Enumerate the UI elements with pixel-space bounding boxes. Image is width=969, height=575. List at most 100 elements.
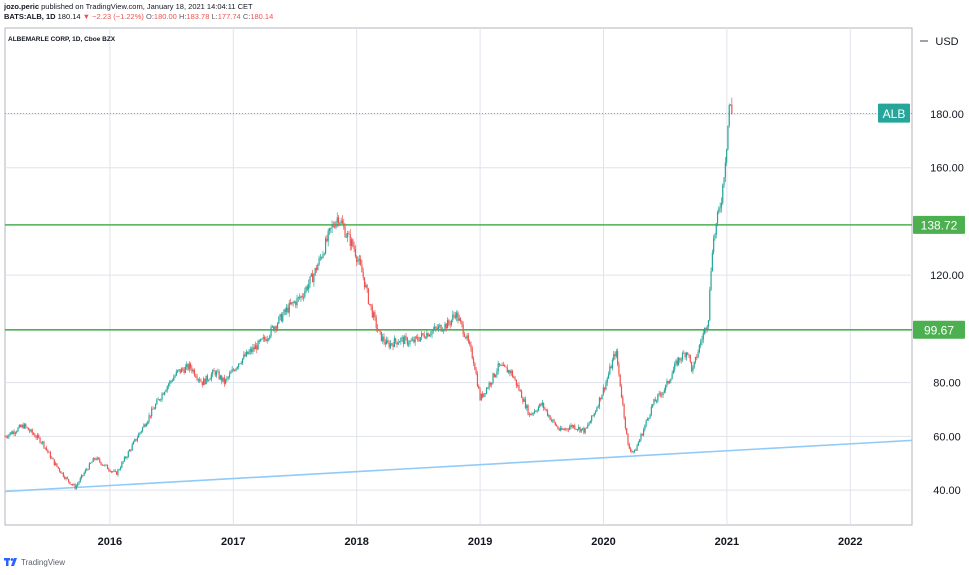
- candle-body: [527, 405, 529, 415]
- candle-body: [684, 353, 686, 358]
- candle-body: [427, 333, 429, 337]
- candle-body: [581, 428, 584, 429]
- candle-body: [178, 369, 180, 371]
- trendline[interactable]: [4, 439, 913, 493]
- time-axis[interactable]: 2016 2017 2018 2019 2020 2021 2022: [98, 536, 863, 548]
- low-label: L:: [211, 12, 218, 21]
- candle-body: [193, 369, 196, 376]
- candle-body: [397, 342, 399, 345]
- candle-body: [348, 233, 350, 235]
- candle-body: [591, 415, 593, 422]
- candle-body: [331, 224, 333, 228]
- candle-body: [80, 475, 83, 479]
- candle-body: [395, 338, 397, 342]
- candle-body: [703, 328, 706, 334]
- candle-body: [218, 371, 220, 380]
- candle-body: [165, 390, 167, 392]
- candle-body: [728, 105, 730, 126]
- candle-body: [23, 424, 26, 429]
- candle-body: [687, 352, 689, 355]
- candle-body: [134, 439, 136, 442]
- candle-body: [709, 289, 711, 321]
- candle-body: [369, 303, 371, 305]
- candle-body: [350, 239, 353, 247]
- candle-body: [659, 393, 662, 395]
- candle-body: [602, 387, 604, 395]
- candle-body: [378, 330, 380, 332]
- candle-body: [343, 223, 345, 227]
- candle-body: [212, 370, 214, 375]
- candle-body: [600, 397, 602, 400]
- candle-body: [606, 378, 608, 383]
- candle-body: [247, 351, 249, 355]
- support-levels[interactable]: [5, 113, 912, 331]
- tradingview-brand[interactable]: TradingView: [21, 557, 66, 567]
- candle-body: [97, 457, 100, 460]
- candle-body: [658, 393, 660, 395]
- candle-body: [558, 428, 560, 431]
- candle-body: [87, 469, 89, 471]
- candle-body: [6, 437, 9, 438]
- candle-body: [113, 470, 115, 472]
- candle-body: [361, 264, 363, 273]
- ticker-label: BATS:ALB, 1D: [4, 12, 56, 21]
- candle-body: [22, 424, 24, 429]
- candle-body: [482, 393, 484, 398]
- candle-body: [439, 325, 441, 327]
- candle-body: [578, 426, 580, 430]
- candle-body: [92, 458, 94, 462]
- year-tick-label: 2019: [468, 536, 492, 548]
- candle-body: [688, 354, 690, 356]
- candle-body: [21, 424, 23, 428]
- candle-body: [562, 429, 564, 430]
- candle-body: [35, 436, 37, 438]
- candle-body: [40, 442, 42, 444]
- price-axis[interactable]: 40.00 60.00 80.00 120.00 160.00 180.00 USD 138.…: [878, 36, 965, 497]
- candle-body: [187, 364, 189, 370]
- candle-body: [321, 257, 323, 259]
- candle-body: [26, 426, 28, 428]
- candle-body: [215, 371, 218, 376]
- candle-body: [262, 337, 264, 339]
- candle-body: [222, 377, 224, 382]
- candle-body: [49, 452, 52, 459]
- candle-body: [248, 351, 250, 355]
- candle-body: [694, 356, 697, 362]
- candle-body: [655, 400, 658, 402]
- plot-area[interactable]: [4, 27, 913, 526]
- candle-body: [161, 393, 163, 400]
- candle-body: [491, 382, 493, 385]
- candle-body: [623, 403, 625, 418]
- candle-body: [497, 363, 499, 372]
- candle-body: [103, 464, 105, 466]
- candle-body: [678, 357, 680, 365]
- currency-label[interactable]: USD: [935, 36, 958, 48]
- candle-body: [718, 208, 720, 213]
- candle-body: [729, 104, 732, 106]
- candle-body: [44, 447, 46, 449]
- candle-body: [108, 469, 110, 471]
- price-chart[interactable]: 40.00 60.00 80.00 120.00 160.00 180.00 USD 138.…: [0, 0, 969, 557]
- candle-body: [458, 318, 460, 321]
- year-tick-label: 2020: [591, 536, 615, 548]
- rising-trendline[interactable]: [4, 439, 913, 493]
- candle-body: [565, 428, 567, 430]
- candle-body: [90, 463, 92, 464]
- candle-body: [118, 469, 120, 471]
- candle-body: [153, 408, 155, 410]
- candle-body: [553, 419, 555, 423]
- candle-body: [515, 379, 517, 386]
- candle-body: [572, 425, 575, 428]
- candle-body: [177, 370, 179, 372]
- candle-body: [653, 399, 655, 405]
- candle-body: [467, 335, 469, 342]
- author-name[interactable]: jozo.peric: [4, 2, 40, 11]
- symbol-tag-label: ALB: [883, 107, 906, 121]
- candle-body: [384, 341, 386, 345]
- candle-body: [152, 408, 154, 410]
- candle-body: [310, 273, 312, 277]
- candle-body: [206, 375, 209, 381]
- symbol-tag[interactable]: [878, 103, 910, 123]
- candle-body: [552, 419, 554, 421]
- year-tick-label: 2016: [98, 536, 122, 548]
